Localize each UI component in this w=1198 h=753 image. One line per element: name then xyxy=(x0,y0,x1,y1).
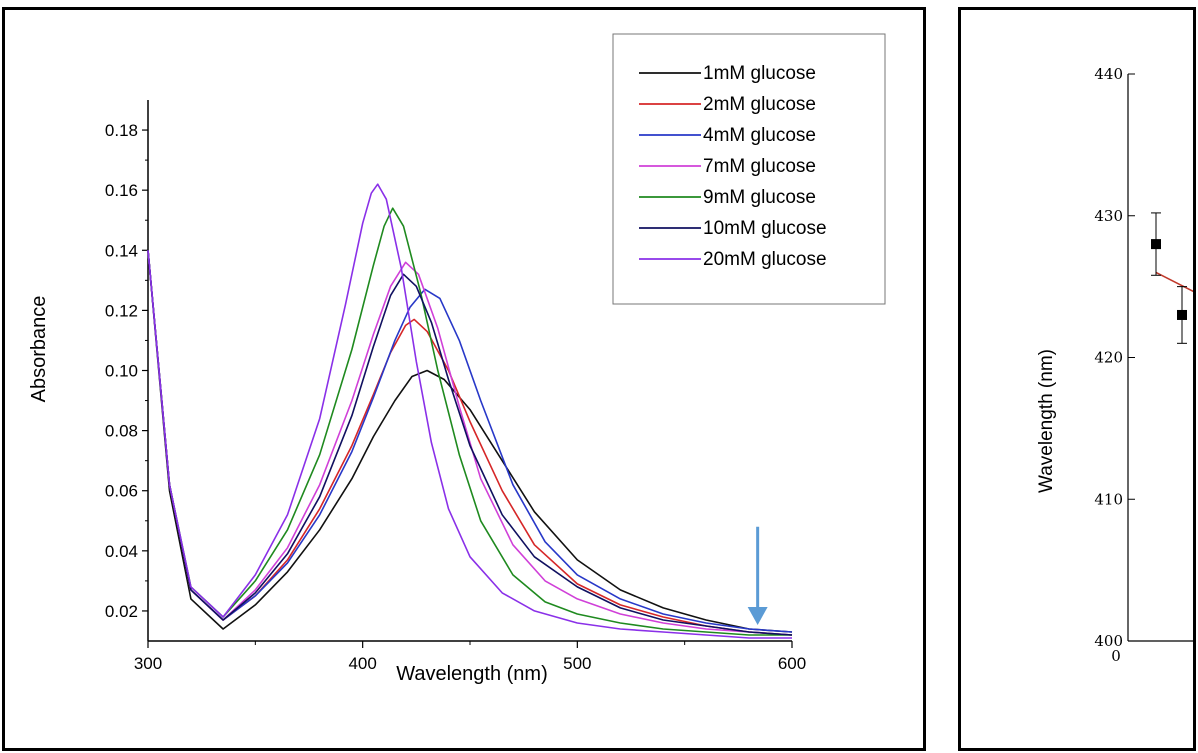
peak-wavelength-chart: 400 410 420 430 440 0 Wavelength (nm) xyxy=(1036,65,1193,665)
x-tick-label: 0 xyxy=(1111,647,1121,665)
tick-labels: 0.02 0.04 0.06 0.08 0.10 0.12 0.14 0.16 0.18 300 4… xyxy=(105,121,806,673)
y-axis-label: Absorbance xyxy=(28,296,50,403)
x-axis-label: Wavelength (nm) xyxy=(396,663,548,685)
legend-entry: 2mM glucose xyxy=(703,94,816,115)
x-tick-label: 300 xyxy=(134,654,162,673)
y-tick-label: 400 xyxy=(1094,632,1123,650)
legend-entry: 4mM glucose xyxy=(703,125,816,146)
legend: 1mM glucose 2mM glucose 4mM glucose 7mM glu… xyxy=(612,33,886,305)
fit-line-segment xyxy=(1155,271,1193,293)
tick-labels: 400 410 420 430 440 0 xyxy=(1094,65,1123,665)
arrow-head xyxy=(747,606,768,625)
series-line-6 xyxy=(147,250,793,636)
spectra-chart-panel: 0.02 0.04 0.06 0.08 0.10 0.12 0.14 0.16 0.18 300 4… xyxy=(2,7,926,751)
data-point-2 xyxy=(1177,309,1187,320)
axes xyxy=(1127,73,1193,642)
annotation-arrow xyxy=(747,526,768,625)
y-tick-label: 0.14 xyxy=(105,241,138,260)
legend-entry: 7mM glucose xyxy=(703,156,816,177)
y-tick-label: 420 xyxy=(1094,349,1123,367)
x-tick-label: 400 xyxy=(348,654,376,673)
y-tick-label: 0.02 xyxy=(105,602,138,621)
series-group xyxy=(147,183,793,639)
data-point-1 xyxy=(1151,239,1161,250)
y-tick-label: 0.10 xyxy=(105,362,138,381)
points-group xyxy=(1151,212,1187,344)
y-tick-label: 440 xyxy=(1094,65,1123,83)
y-tick-label: 430 xyxy=(1094,207,1123,225)
peak-wavelength-chart-panel: 400 410 420 430 440 0 Wavelength (nm) xyxy=(958,7,1196,751)
x-tick-label: 600 xyxy=(778,654,806,673)
y-tick-label: 0.12 xyxy=(105,301,138,320)
series-line-4 xyxy=(147,250,793,636)
y-tick-label: 0.08 xyxy=(105,422,138,441)
series-line-7 xyxy=(147,183,792,639)
series-line-1 xyxy=(147,250,793,633)
absorbance-spectra-chart: 0.02 0.04 0.06 0.08 0.10 0.12 0.14 0.16 0.18 300 4… xyxy=(28,33,886,685)
y-axis-label: Wavelength (nm) xyxy=(1036,349,1057,493)
x-tick-label: 500 xyxy=(563,654,591,673)
y-tick-label: 410 xyxy=(1094,490,1123,508)
legend-entry: 10mM glucose xyxy=(703,218,827,239)
fit-line xyxy=(1155,271,1193,293)
y-tick-label: 0.06 xyxy=(105,482,138,501)
series-line-3 xyxy=(147,250,793,633)
y-tick-label: 0.18 xyxy=(105,121,138,140)
legend-entry: 20mM glucose xyxy=(703,249,827,270)
y-tick-label: 0.16 xyxy=(105,181,138,200)
series-line-5 xyxy=(147,207,792,636)
y-tick-label: 0.04 xyxy=(105,542,138,561)
legend-entry: 9mM glucose xyxy=(703,187,816,208)
legend-entry: 1mM glucose xyxy=(703,63,816,84)
axes xyxy=(142,100,793,648)
